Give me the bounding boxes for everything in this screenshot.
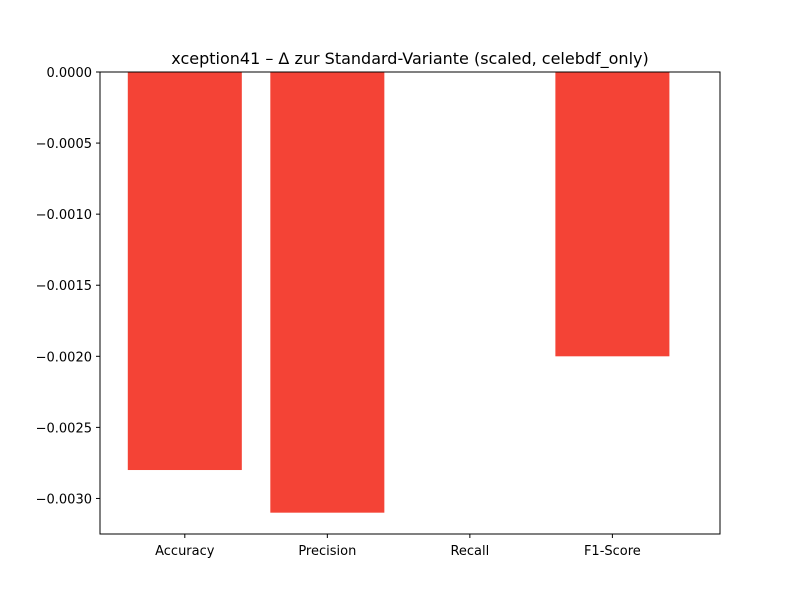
x-tick-label: F1-Score — [584, 544, 641, 559]
y-tick-label: −0.0010 — [36, 208, 92, 223]
x-tick-label: Recall — [450, 544, 489, 559]
y-tick-label: −0.0025 — [36, 421, 92, 436]
bars-group — [127, 72, 670, 513]
y-axis: 0.0000 −0.0005 −0.0010 −0.0015 −0.0020 −0.002… — [36, 66, 100, 507]
y-tick-label: −0.0005 — [36, 137, 92, 152]
y-tick-label: 0.0000 — [47, 66, 93, 81]
bar-accuracy — [127, 72, 242, 471]
bar-f1-score — [555, 72, 670, 357]
x-tick-label: Accuracy — [155, 544, 215, 559]
chart-title: xception41 – Δ zur Standard-Variante (sc… — [171, 49, 648, 69]
y-tick-label: −0.0015 — [36, 279, 92, 294]
bar-precision — [270, 72, 385, 513]
y-tick-label: −0.0020 — [36, 350, 92, 365]
x-axis: Accuracy Precision Recall F1-Score — [155, 534, 641, 559]
x-tick-label: Precision — [298, 544, 356, 559]
y-tick-label: −0.0030 — [36, 492, 92, 507]
plot-frame — [99, 71, 721, 535]
